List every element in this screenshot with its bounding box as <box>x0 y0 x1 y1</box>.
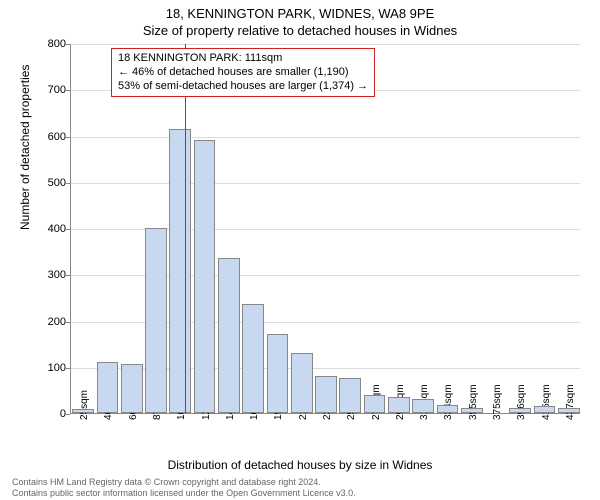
footer-attribution: Contains HM Land Registry data © Crown c… <box>12 477 356 498</box>
histogram-chart: 18 KENNINGTON PARK: 111sqm ← 46% of deta… <box>70 44 580 414</box>
annotation-line-2: ← 46% of detached houses are smaller (1,… <box>118 66 368 80</box>
y-tick-mark <box>66 414 70 415</box>
annotation-box: 18 KENNINGTON PARK: 111sqm ← 46% of deta… <box>111 48 375 97</box>
histogram-bar <box>291 353 313 413</box>
y-tick-label: 400 <box>26 223 66 235</box>
chart-subtitle: Size of property relative to detached ho… <box>0 23 600 38</box>
histogram-bar <box>97 362 119 413</box>
y-tick-mark <box>66 137 70 138</box>
y-tick-label: 700 <box>26 84 66 96</box>
histogram-bar <box>315 376 337 413</box>
y-tick-label: 100 <box>26 362 66 374</box>
histogram-bar <box>339 378 361 413</box>
gridline <box>71 44 580 45</box>
annotation-line-1: 18 KENNINGTON PARK: 111sqm <box>118 52 368 66</box>
footer-line-1: Contains HM Land Registry data © Crown c… <box>12 477 356 487</box>
histogram-bar <box>169 129 191 413</box>
histogram-bar <box>121 364 143 413</box>
histogram-bar <box>218 258 240 413</box>
y-tick-label: 200 <box>26 316 66 328</box>
histogram-bar <box>267 334 289 413</box>
y-tick-label: 800 <box>26 38 66 50</box>
histogram-bar <box>72 409 94 413</box>
footer-line-2: Contains public sector information licen… <box>12 488 356 498</box>
y-tick-mark <box>66 183 70 184</box>
gridline <box>71 137 580 138</box>
histogram-bar <box>412 399 434 413</box>
reference-line <box>185 44 186 413</box>
y-tick-label: 300 <box>26 269 66 281</box>
y-tick-label: 500 <box>26 177 66 189</box>
histogram-bar <box>509 408 531 413</box>
y-tick-mark <box>66 275 70 276</box>
y-tick-mark <box>66 229 70 230</box>
x-axis-label: Distribution of detached houses by size … <box>0 458 600 472</box>
y-tick-mark <box>66 322 70 323</box>
histogram-bar <box>437 405 459 413</box>
y-tick-label: 600 <box>26 131 66 143</box>
histogram-bar <box>558 408 580 413</box>
histogram-bar <box>461 408 483 413</box>
histogram-bar <box>242 304 264 413</box>
y-tick-mark <box>66 90 70 91</box>
y-tick-mark <box>66 44 70 45</box>
y-tick-mark <box>66 368 70 369</box>
gridline <box>71 183 580 184</box>
y-tick-label: 0 <box>26 408 66 420</box>
histogram-bar <box>364 395 386 414</box>
histogram-bar <box>145 228 167 413</box>
annotation-line-3: 53% of semi-detached houses are larger (… <box>118 80 368 94</box>
histogram-bar <box>194 140 216 413</box>
histogram-bar <box>388 397 410 413</box>
address-title: 18, KENNINGTON PARK, WIDNES, WA8 9PE <box>0 6 600 21</box>
histogram-bar <box>534 406 556 413</box>
